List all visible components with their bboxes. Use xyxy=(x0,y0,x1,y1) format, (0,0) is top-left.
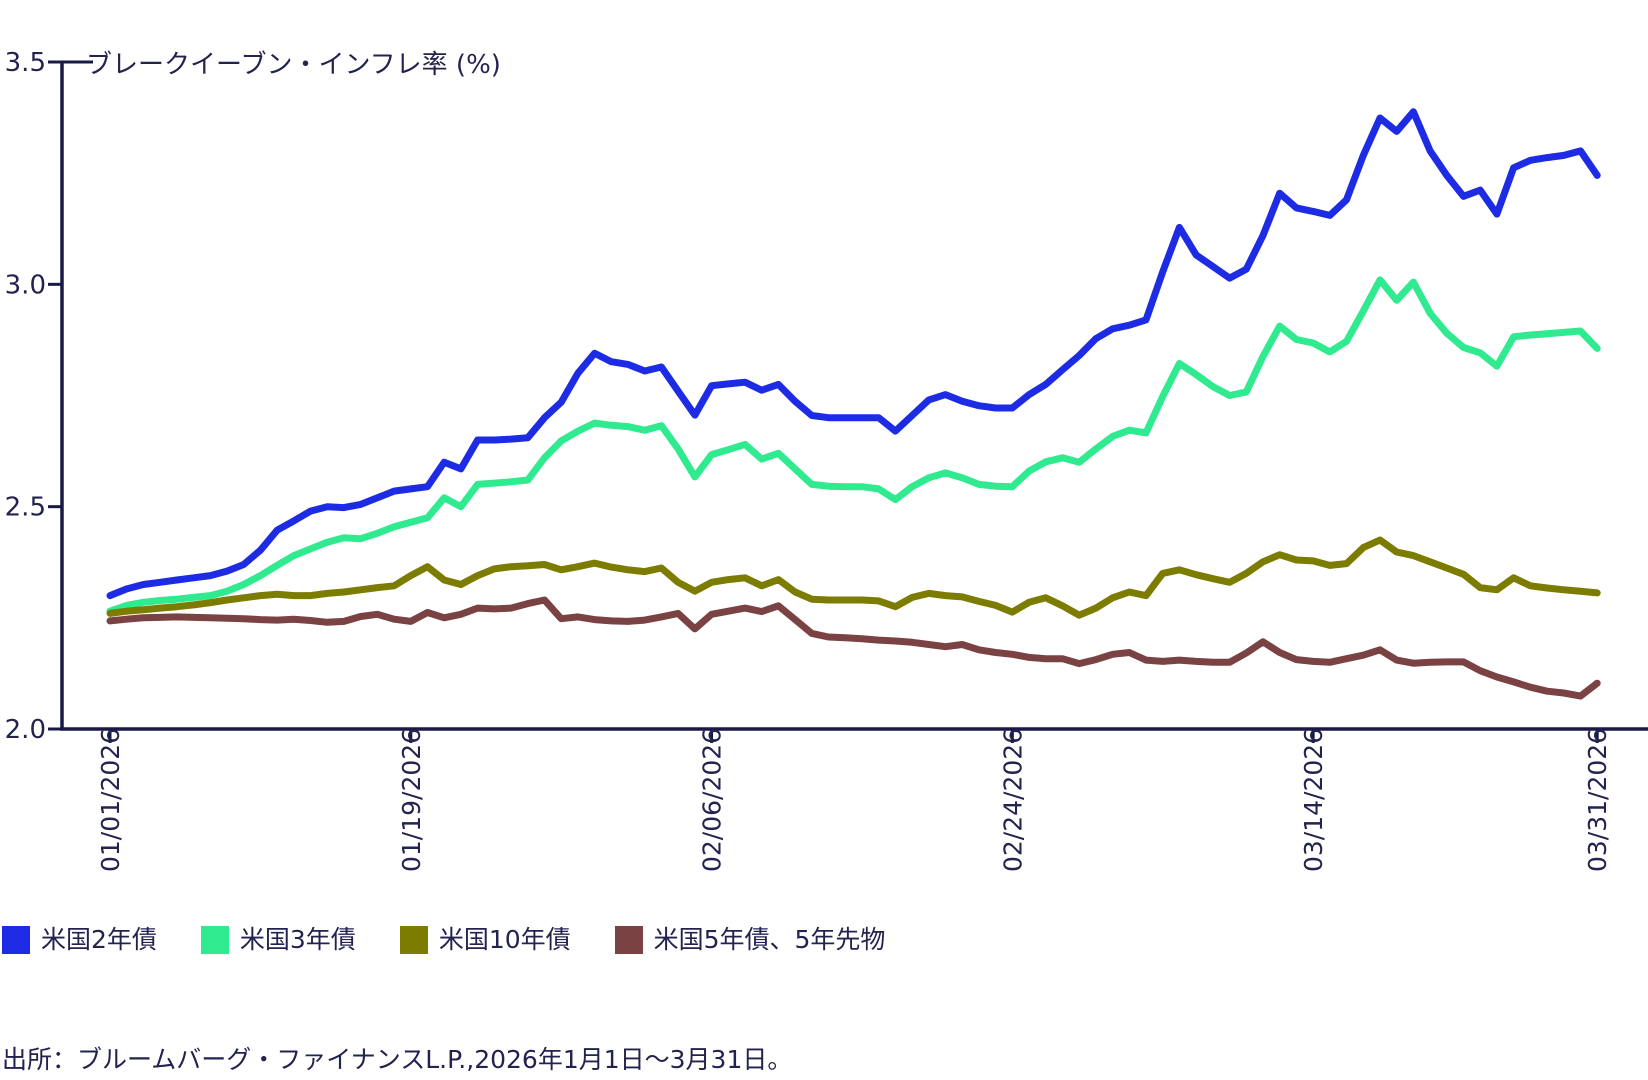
y-tick-label: 3.0 xyxy=(5,270,46,300)
line-us-3y xyxy=(106,276,1601,615)
chart-title: ブレークイーブン・インフレ率 (%) xyxy=(86,50,501,80)
x-tick-label: 03/14/2026 xyxy=(1299,728,1328,872)
legend-item-us-2y: 米国2年債 xyxy=(2,926,157,954)
breakeven-inflation-chart: ブレークイーブン・インフレ率 (%) 2.0 2.5 3.0 3.5 01/01/202… xyxy=(5,48,1648,872)
legend-swatch-us-5y5y xyxy=(614,926,643,954)
axes: 2.0 2.5 3.0 3.5 01/01/2026 01/19/2026 02/06/20… xyxy=(5,48,1648,872)
chart-legend: 米国2年債 米国3年債 米国10年債 米国5年債、5年先物 xyxy=(2,926,885,954)
x-tick-label: 02/24/2026 xyxy=(998,728,1027,872)
line-us-10y xyxy=(106,536,1601,619)
x-tick-label: 01/01/2026 xyxy=(96,728,125,872)
axis-spines xyxy=(60,62,1648,731)
legend-item-us-3y: 米国3年債 xyxy=(200,925,356,954)
line-us-2y xyxy=(106,108,1601,600)
x-tick-label: 02/06/2026 xyxy=(698,728,727,872)
legend-label-us-10y: 米国10年債 xyxy=(438,925,571,954)
legend-item-us-5y5y: 米国5年債、5年先物 xyxy=(614,925,886,954)
legend-swatch-us-10y xyxy=(399,926,428,954)
x-tick-label: 03/31/2026 xyxy=(1583,728,1612,872)
y-tick-label: 3.5 xyxy=(5,48,46,78)
y-tick-label: 2.0 xyxy=(5,715,46,745)
x-tick-label: 01/19/2026 xyxy=(397,728,426,872)
line-us-5y5y xyxy=(106,596,1601,700)
legend-label-us-5y5y: 米国5年債、5年先物 xyxy=(653,925,886,954)
source-note: 出所：ブルームバーグ・ファイナンスL.P.,2026年1月1日〜3月31日。 xyxy=(2,1045,793,1074)
legend-label-us-3y: 米国3年債 xyxy=(239,925,356,954)
legend-label-us-2y: 米国2年債 xyxy=(41,925,157,954)
series-lines xyxy=(106,108,1601,700)
y-tick-label: 2.5 xyxy=(5,493,46,523)
legend-item-us-10y: 米国10年債 xyxy=(399,925,571,954)
chart-canvas: ブレークイーブン・インフレ率 (%) 2.0 2.5 3.0 3.5 01/01/202… xyxy=(5,48,1648,872)
legend-swatch-us-3y xyxy=(200,926,229,954)
legend-swatch-us-2y xyxy=(2,926,30,954)
